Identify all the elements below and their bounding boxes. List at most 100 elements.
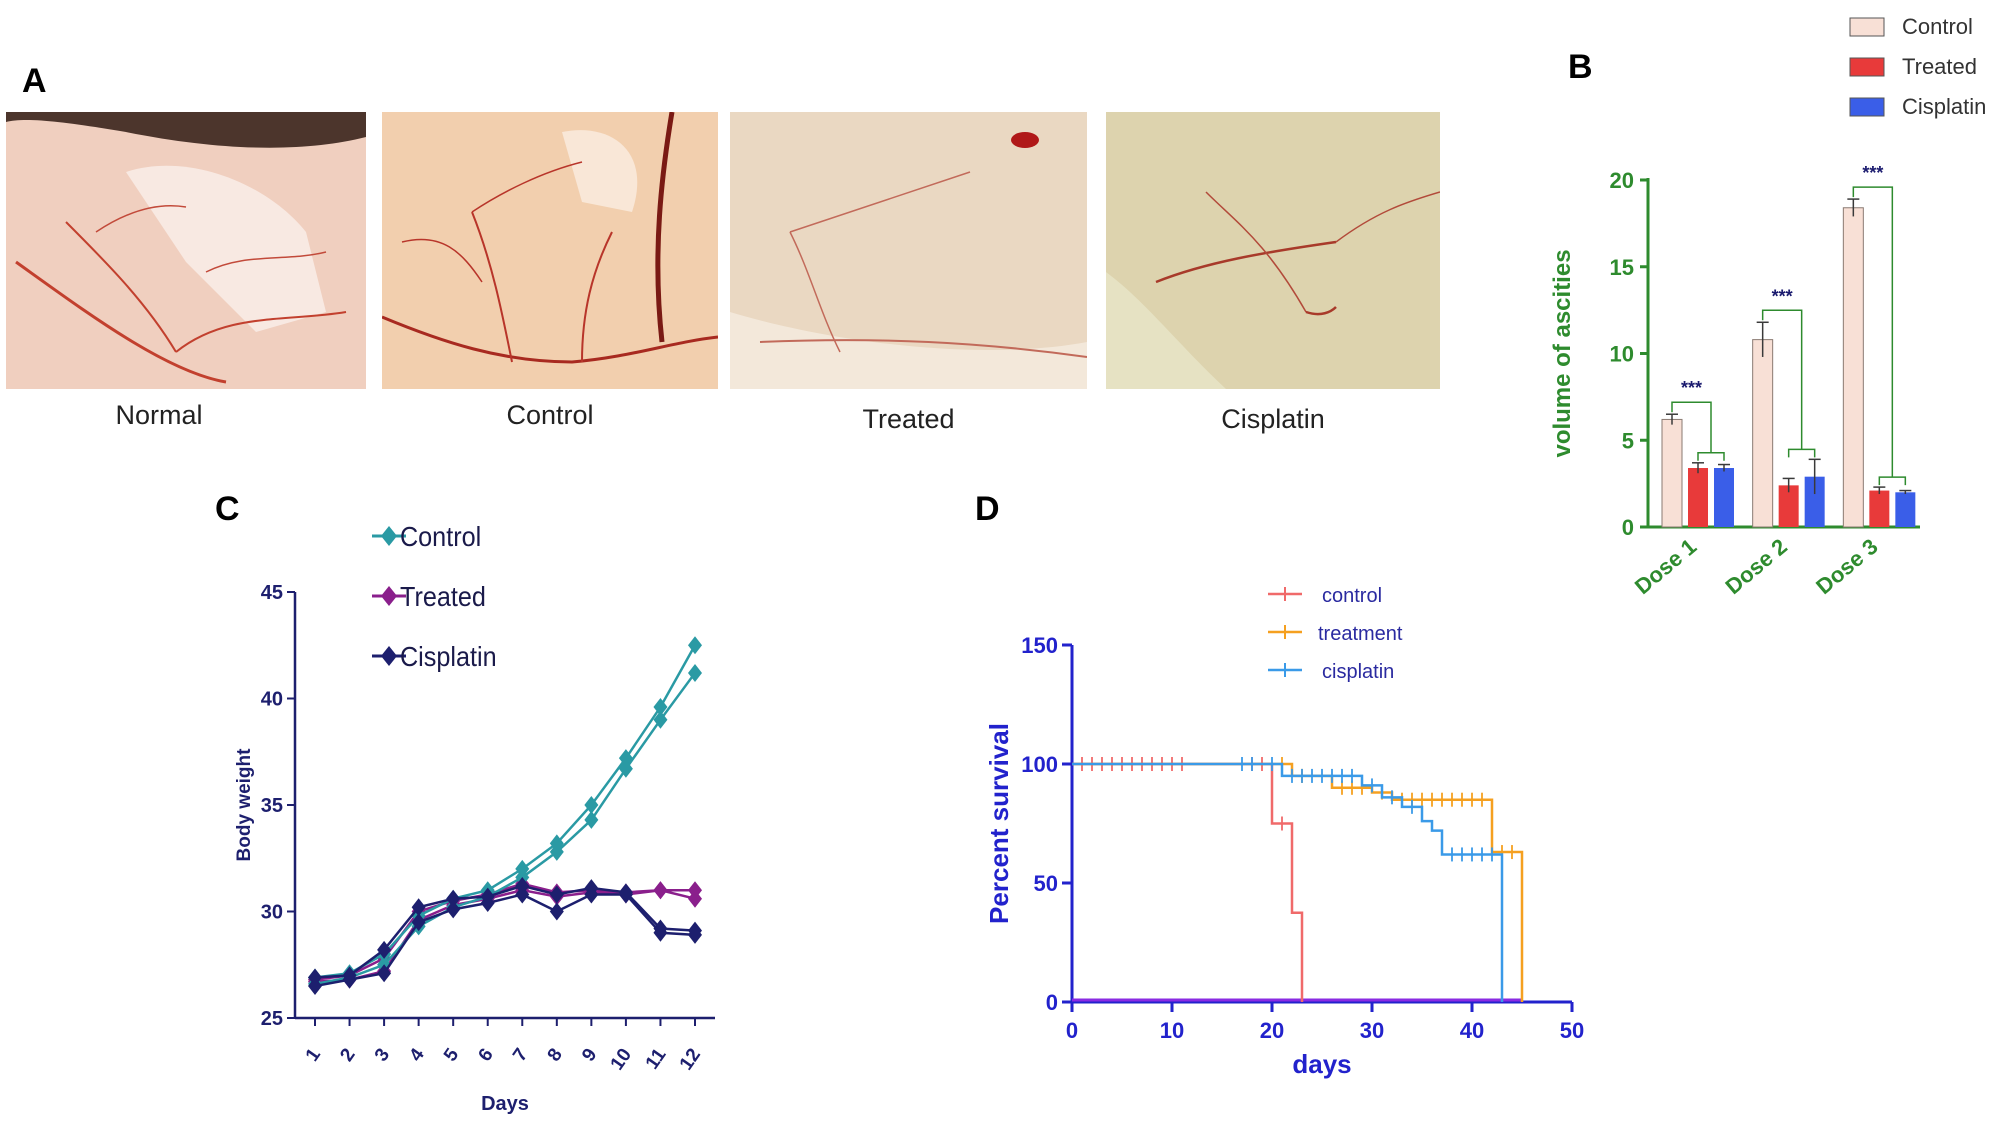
- bar-control: [1752, 339, 1774, 528]
- data-point-cisplatin: [446, 889, 461, 908]
- bar-cisplatin: [1895, 492, 1916, 527]
- x-axis-label: Days: [481, 1093, 529, 1115]
- significance-label: ***: [1772, 286, 1793, 306]
- bar-treated: [1869, 490, 1890, 527]
- x-axis-label: days: [1292, 1049, 1351, 1079]
- legend-swatch-treated: [1849, 57, 1885, 77]
- y-tick-label: 150: [1021, 633, 1058, 658]
- bar-control: [1661, 418, 1683, 528]
- data-point-cisplatin: [411, 913, 426, 932]
- bar-treated: [1778, 485, 1799, 527]
- y-tick-label: 10: [1610, 342, 1634, 367]
- bar-treated: [1688, 468, 1708, 527]
- bar-control: [1842, 207, 1864, 528]
- data-point-cisplatin: [618, 885, 633, 904]
- y-tick-label: 40: [261, 689, 283, 711]
- survival-curve-treatment: [1072, 762, 1524, 1002]
- panel-letter-b: B: [1568, 48, 1593, 86]
- y-tick-label: 20: [1610, 168, 1634, 193]
- significance-bracket-sub: [1697, 452, 1725, 461]
- y-tick-label: 35: [261, 795, 283, 817]
- data-point-cisplatin: [411, 898, 426, 917]
- legend-swatch-control: [1849, 17, 1885, 37]
- x-tick-label: 10: [1160, 1018, 1184, 1043]
- x-tick-label: 12: [676, 1045, 705, 1074]
- panel-letter-a: A: [22, 62, 47, 100]
- x-tick-label: Dose 3: [1811, 534, 1882, 600]
- photo-label-normal: Normal: [115, 400, 203, 430]
- data-point-cisplatin: [549, 885, 564, 904]
- legend-label-control: Control: [1902, 14, 1973, 39]
- y-tick-label: 0: [1622, 515, 1634, 540]
- panel-letter-c: C: [215, 490, 240, 528]
- y-tick-label: 15: [1610, 255, 1634, 280]
- legend-label-cisplatin: Cisplatin: [1902, 94, 1986, 119]
- x-tick-label: 40: [1460, 1018, 1484, 1043]
- data-point-control: [688, 663, 702, 682]
- photo-treated: [730, 112, 1087, 389]
- x-tick-label: 9: [578, 1045, 601, 1066]
- significance-label: ***: [1681, 378, 1702, 398]
- bar-cisplatin: [1714, 468, 1734, 527]
- photo-label-control: Control: [506, 400, 594, 430]
- data-point-control: [688, 636, 702, 655]
- panel-d-survival-chart: control treatment cisplatin 0 50 100 150 0 10 20 3…: [984, 585, 1584, 1079]
- data-point-cisplatin: [377, 964, 392, 983]
- series-line-cisplatin: [314, 884, 696, 979]
- x-tick-label: 30: [1360, 1018, 1384, 1043]
- y-axis-label: volume of ascities: [1549, 249, 1576, 457]
- bar-cisplatin: [1804, 476, 1825, 527]
- data-point-cisplatin: [584, 885, 599, 904]
- x-tick-label: Dose 2: [1721, 534, 1792, 600]
- photo-label-treated: Treated: [862, 404, 955, 434]
- significance-bracket: [1671, 401, 1712, 453]
- x-tick-label: 50: [1560, 1018, 1584, 1043]
- legend-marker-cisplatin: [381, 646, 397, 666]
- data-point-cisplatin: [480, 893, 495, 912]
- x-tick-label: 0: [1066, 1018, 1078, 1043]
- series-line-cisplatin: [314, 893, 696, 988]
- x-tick-label: 5: [440, 1044, 464, 1065]
- x-tick-label: 20: [1260, 1018, 1284, 1043]
- significance-bracket-sub: [1878, 476, 1907, 486]
- legend-marker-treated: [381, 586, 397, 606]
- data-point-cisplatin: [446, 900, 461, 919]
- data-point-cisplatin: [549, 902, 564, 921]
- legend-marker-control: [381, 526, 397, 546]
- data-point-cisplatin: [342, 970, 357, 989]
- y-tick-label: 50: [1034, 871, 1058, 896]
- panel-letter-d: D: [975, 490, 1000, 528]
- significance-label: ***: [1862, 163, 1883, 183]
- y-axis-label: Body weight: [234, 748, 255, 862]
- data-point-control: [549, 842, 564, 861]
- data-point-cisplatin: [377, 940, 392, 959]
- data-point-treated: [688, 889, 702, 908]
- significance-bracket-sub: [1787, 448, 1816, 458]
- legend-label-treated: Treated: [400, 581, 486, 613]
- panel-b-bar-chart: Control Treated Cisplatin 0 5 10 15 20 volume of…: [1549, 14, 1986, 600]
- legend-label-control: Control: [400, 521, 481, 553]
- legend-label-cisplatin: Cisplatin: [400, 641, 497, 673]
- data-point-cisplatin: [688, 925, 702, 944]
- data-point-control: [653, 698, 668, 717]
- x-tick-label: 8: [544, 1045, 567, 1066]
- y-tick-label: 25: [261, 1008, 283, 1030]
- y-tick-label: 5: [1622, 428, 1634, 453]
- photo-label-cisplatin: Cisplatin: [1221, 404, 1325, 434]
- tissue-image: [382, 112, 718, 389]
- significance-bracket: [1761, 309, 1803, 450]
- data-point-control: [618, 759, 633, 778]
- y-tick-label: 30: [261, 902, 283, 924]
- data-point-control: [584, 810, 599, 829]
- x-tick-label: 11: [642, 1044, 671, 1073]
- data-point-cisplatin: [653, 923, 668, 942]
- x-tick-label: 6: [475, 1045, 498, 1066]
- x-tick-label: 4: [405, 1044, 429, 1065]
- tissue-image: [1106, 112, 1440, 389]
- legend-label-treated: Treated: [1902, 54, 1977, 79]
- data-point-control: [653, 710, 668, 729]
- tissue-image: [730, 112, 1087, 389]
- x-tick-label: 7: [509, 1045, 532, 1066]
- photo-cisplatin: [1106, 112, 1440, 389]
